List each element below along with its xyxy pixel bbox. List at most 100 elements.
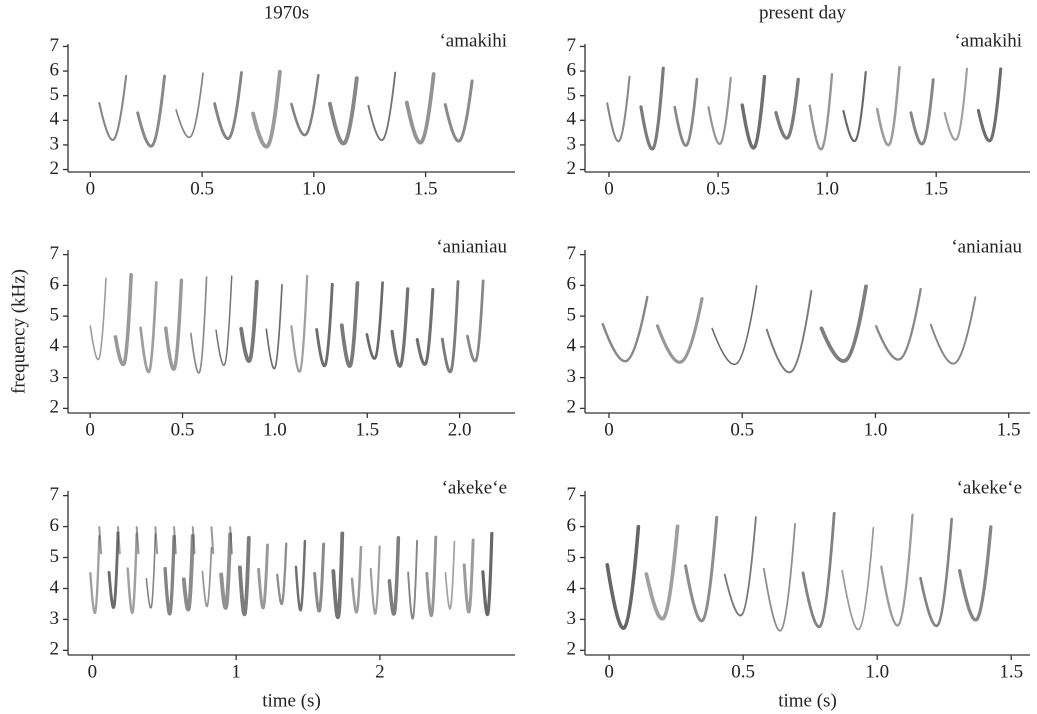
- spectrogram-trace: [404, 72, 436, 145]
- spectrogram-trace: [239, 279, 259, 363]
- spectrogram-trace: [466, 279, 485, 363]
- column-title: present day: [759, 2, 847, 23]
- x-axis-label: time (s): [262, 690, 321, 711]
- spectrogram-trace: [213, 71, 243, 141]
- spectrogram-trace: [276, 542, 288, 606]
- panel-label: ʻakekeʻe: [957, 477, 1022, 498]
- spectrogram-trace: [290, 274, 309, 373]
- spectrogram-trace: [390, 287, 410, 368]
- spectrogram-trace: [673, 77, 699, 147]
- y-tick-label: 3: [50, 366, 60, 387]
- x-tick-label: 2.0: [448, 419, 472, 440]
- spectrogram-trace: [251, 69, 282, 149]
- spectrogram-trace: [154, 526, 159, 555]
- spectrogram-trace: [606, 75, 631, 143]
- spectrogram-trace: [350, 545, 363, 614]
- spectrogram-trace: [163, 534, 176, 616]
- y-tick-label: 6: [50, 59, 60, 80]
- spectrogram-trace: [801, 511, 836, 629]
- spectrogram-trace: [98, 74, 128, 142]
- spectrogram-trace: [655, 297, 704, 364]
- x-axis-label: time (s): [778, 690, 837, 711]
- y-tick-label: 5: [567, 84, 577, 105]
- x-tick-label: 0: [604, 178, 614, 199]
- spectrogram-trace: [237, 535, 251, 617]
- y-tick-label: 2: [50, 397, 60, 418]
- y-tick-label: 5: [567, 546, 577, 567]
- spectrogram-trace: [762, 523, 796, 632]
- y-tick-label: 7: [50, 243, 60, 264]
- spectrogram-trace: [327, 76, 359, 146]
- spectrogram-trace: [684, 515, 719, 623]
- spectrogram-trace: [407, 539, 419, 620]
- y-tick-label: 4: [50, 109, 60, 130]
- x-tick-label: 0.5: [190, 178, 214, 199]
- spectrogram-trace: [201, 546, 213, 608]
- panel-label: ʻamakihi: [439, 30, 507, 51]
- y-tick-label: 7: [50, 484, 60, 505]
- spectrogram-trace: [181, 533, 195, 612]
- spectrogram-trace: [89, 277, 107, 361]
- spectrogram-trace: [976, 67, 1003, 143]
- spectrogram-trace: [107, 531, 120, 609]
- x-tick-label: 0.5: [731, 661, 755, 682]
- x-tick-label: 1.5: [355, 419, 379, 440]
- spectrogram-trace: [98, 526, 103, 555]
- x-tick-label: 0: [85, 419, 95, 440]
- y-tick-label: 7: [567, 484, 577, 505]
- x-tick-label: 0: [604, 419, 614, 440]
- spectrogram-trace: [313, 542, 326, 613]
- x-tick-label: 1.0: [865, 661, 889, 682]
- y-tick-label: 7: [567, 243, 577, 264]
- y-tick-label: 2: [567, 158, 577, 179]
- x-tick-label: 0: [604, 661, 614, 682]
- y-axis-label: frequency (kHz): [8, 269, 29, 394]
- y-tick-label: 5: [50, 304, 60, 325]
- y-tick-label: 7: [567, 35, 577, 56]
- spectrogram-trace: [644, 524, 680, 621]
- y-tick-label: 5: [50, 546, 60, 567]
- spectrogram-trace: [874, 287, 922, 361]
- y-tick-label: 3: [50, 133, 60, 154]
- spectrogram-trace: [175, 72, 204, 139]
- spectrogram-trace: [294, 539, 307, 612]
- spectrogram-trace: [135, 526, 140, 555]
- spectrogram-trace: [113, 272, 133, 367]
- spectrogram-trace: [462, 538, 475, 614]
- x-tick-label: 1.5: [414, 178, 438, 199]
- panel-label: ʻanianiau: [951, 236, 1022, 257]
- spectrogram-trace: [740, 74, 767, 150]
- spectrogram-trace: [229, 526, 233, 555]
- spectrogram-trace: [265, 284, 283, 370]
- y-tick-label: 3: [50, 608, 60, 629]
- x-tick-label: 1.5: [924, 178, 948, 199]
- x-tick-label: 1.0: [864, 419, 888, 440]
- spectrogram-trace: [841, 526, 875, 631]
- spectrogram-trace: [257, 543, 270, 610]
- spectrogram-trace: [880, 513, 914, 627]
- spectrogram-trace: [765, 290, 813, 374]
- y-tick-label: 7: [50, 35, 60, 56]
- y-tick-label: 5: [50, 84, 60, 105]
- spectrogram-trace: [139, 281, 158, 374]
- spectrogram-trace: [443, 79, 474, 143]
- y-tick-label: 6: [567, 274, 577, 295]
- y-tick-label: 6: [50, 515, 60, 536]
- x-tick-label: 1.5: [999, 661, 1023, 682]
- spectrogram-trace: [723, 516, 757, 617]
- spectrogram-trace: [958, 525, 993, 622]
- x-tick-label: 0: [86, 178, 96, 199]
- x-tick-label: 0.5: [171, 419, 195, 440]
- spectrogram-trace: [444, 540, 456, 610]
- spectrogram-trace: [808, 72, 834, 151]
- y-tick-label: 4: [567, 335, 577, 356]
- spectrogram-trace: [425, 535, 438, 618]
- y-tick-label: 4: [50, 577, 60, 598]
- x-tick-label: 1.5: [997, 419, 1021, 440]
- spectrogram-trace: [89, 534, 101, 615]
- spectrogram-trace: [605, 524, 641, 630]
- spectrogram-trace: [290, 74, 320, 137]
- y-tick-label: 6: [567, 515, 577, 536]
- spectrogram-trace: [842, 70, 867, 143]
